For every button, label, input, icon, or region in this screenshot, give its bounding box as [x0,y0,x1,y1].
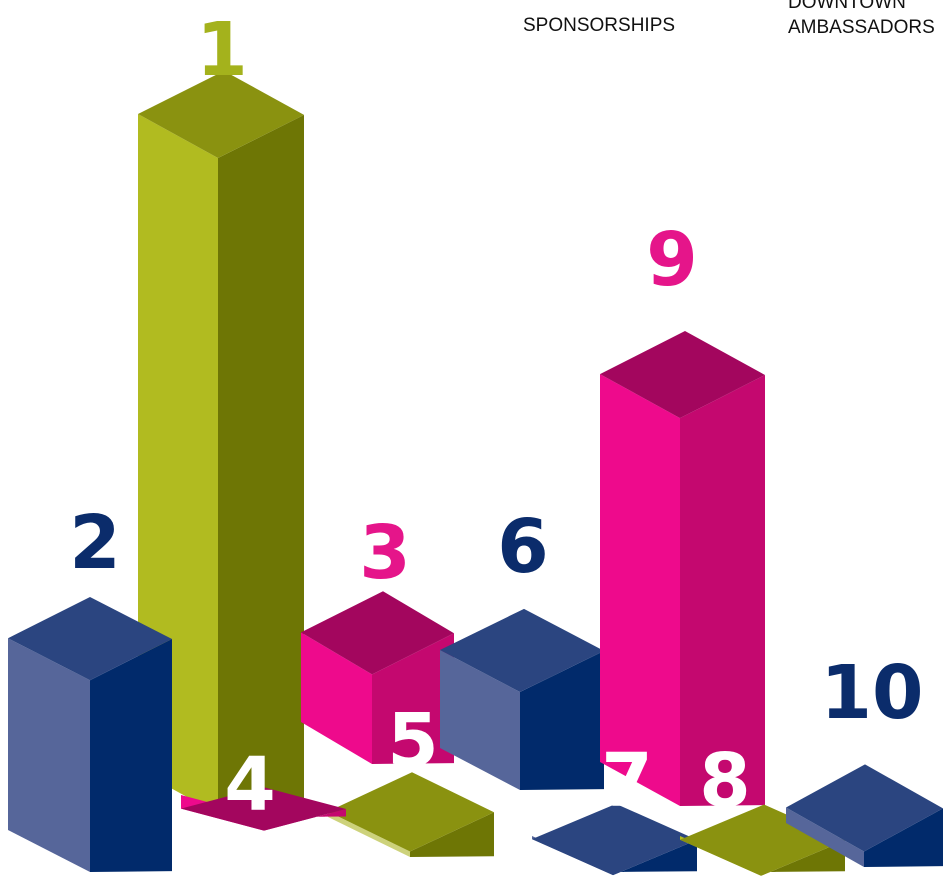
bar-7-side [613,839,697,876]
bar-2-side [90,639,172,872]
bar-label-3: 3 [359,510,411,596]
bar-6-front [440,650,520,790]
bar-label-4: 4 [224,742,276,828]
bar-label-2: 2 [69,500,121,586]
legend-label-ambassadors-line2: AMBASSADORS [788,17,935,38]
bar-1-side [218,114,304,814]
legend-label-ambassadors-line1: DOWNTOWN [788,0,906,13]
bar-2-front [8,638,90,872]
bar-9-front [600,374,680,806]
bar-label-5: 5 [387,698,439,784]
bar-10-front [786,807,864,867]
bar-label-1: 1 [196,7,248,93]
bar-6-side [520,650,604,790]
bar-1-top [138,70,304,158]
bar-10-top [786,764,943,852]
bar-10-side [864,808,943,867]
bar-3 [301,591,454,764]
bar-label-10: 10 [821,650,924,736]
bar-label-7: 7 [601,738,653,824]
labels-layer: 1 5 4 2 3 6 9 7 8 10 [69,7,923,828]
bar-9-top [600,330,765,419]
bar-3-front [301,632,372,764]
bar-6 [440,608,604,790]
bar-4-top [181,787,346,831]
bar-3-side [372,633,454,764]
bar-9-side [680,374,765,806]
bar-2 [8,597,172,872]
bar-label-8: 8 [699,738,751,824]
bar-7-top [532,803,697,876]
legend: SPONSORSHIPS DOWNTOWN AMBASSADORS [523,0,935,38]
bar-5-side [410,812,494,857]
bar-5-front [328,811,410,857]
bar-4 [181,787,346,831]
bar-7 [532,803,697,876]
bar-5-top [328,772,494,852]
bar-6-top [440,608,604,692]
bar-9 [600,330,765,806]
bar-10 [786,764,943,867]
bar-label-6: 6 [497,504,549,590]
bar-2-top [8,597,172,681]
bar-3-top [301,591,454,675]
bar-8-side [761,840,845,876]
bar-label-9: 9 [646,217,698,303]
bar-5 [328,772,494,857]
bars-layer [8,70,943,876]
legend-label-sponsorships: SPONSORSHIPS [523,15,675,36]
